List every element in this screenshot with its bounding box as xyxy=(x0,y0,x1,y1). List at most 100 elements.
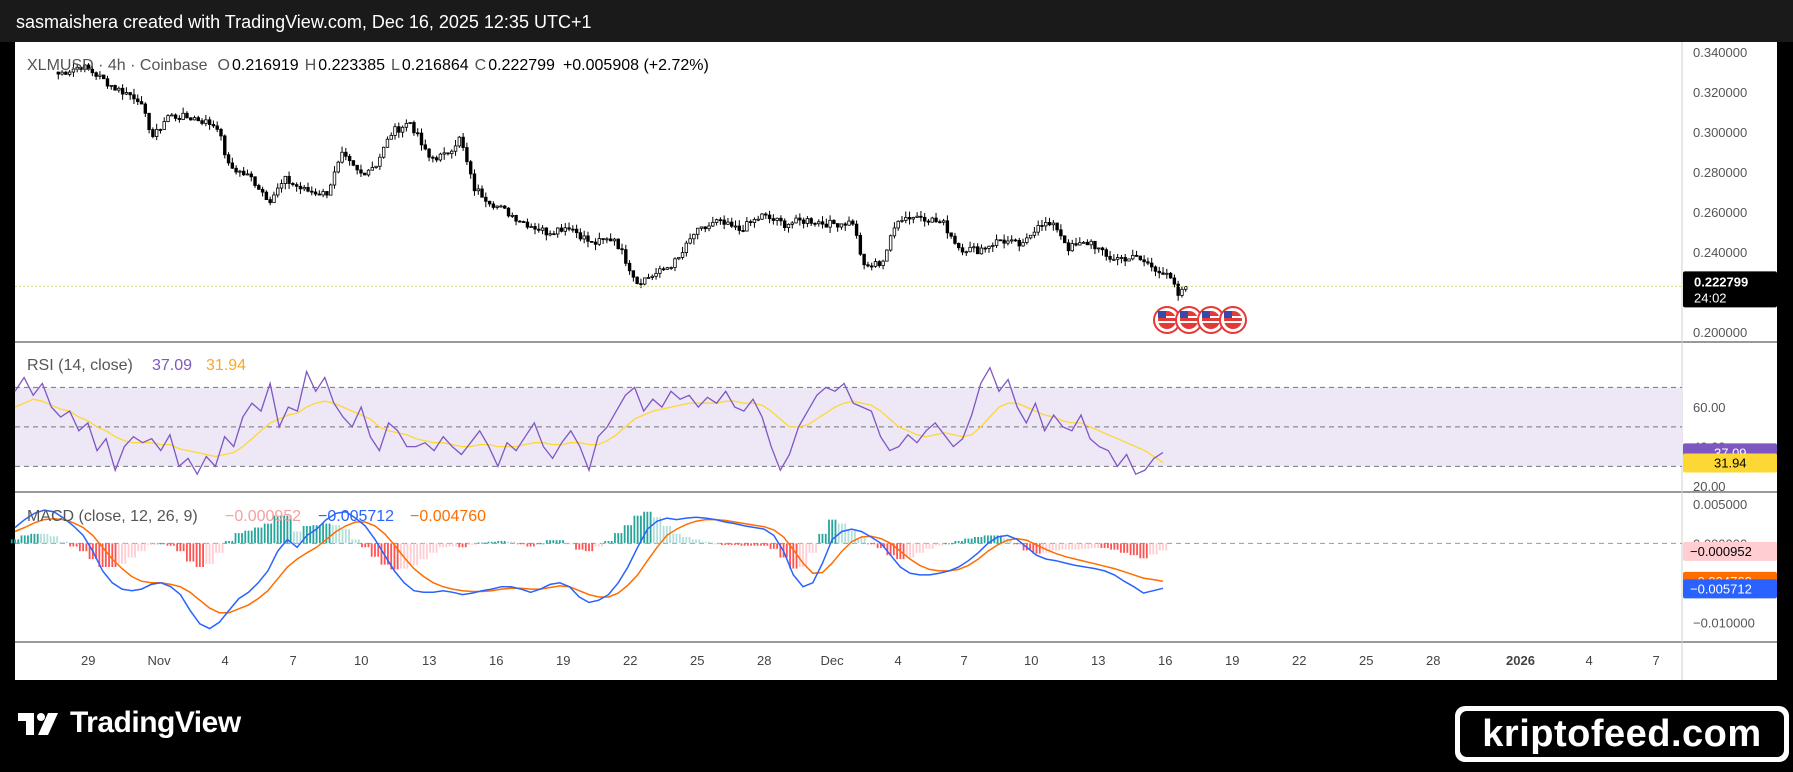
macd-histogram-bar xyxy=(510,541,513,544)
macd-histogram-bar xyxy=(160,543,162,545)
macd-histogram-bar xyxy=(970,538,973,544)
candle-body xyxy=(540,227,545,231)
candle-body xyxy=(590,240,594,243)
chart-frame[interactable] xyxy=(15,42,1777,680)
macd-histogram-bar xyxy=(53,536,55,544)
macd-histogram-bar xyxy=(205,543,208,564)
macd-histogram-bar xyxy=(831,519,834,544)
macd-histogram-bar xyxy=(841,523,843,544)
candle-body xyxy=(926,220,931,223)
candle-body xyxy=(328,184,333,196)
candle-body xyxy=(960,247,965,253)
macd-histogram-bar xyxy=(636,515,639,544)
candle-body xyxy=(393,126,397,136)
top-bar: sasmaishera created with TradingView.com… xyxy=(0,0,1793,42)
macd-histogram-bar xyxy=(179,543,182,552)
last-price-value: 0.222799 xyxy=(1694,274,1748,289)
macd-histogram-bar xyxy=(267,523,269,544)
candle-body xyxy=(370,167,375,171)
candle-body xyxy=(113,84,117,91)
macd-histogram-bar xyxy=(104,543,107,567)
candle-body xyxy=(930,217,934,223)
candle-body xyxy=(688,238,692,244)
candle-body xyxy=(934,217,938,223)
macd-histogram-bar xyxy=(117,543,120,564)
macd-histogram-bar xyxy=(14,539,16,544)
candle-body xyxy=(949,232,953,237)
candle-body xyxy=(888,235,893,251)
candle-body xyxy=(450,150,454,154)
macd-histogram-bar xyxy=(617,533,620,544)
macd-histogram-bar xyxy=(1126,543,1129,553)
macd-histogram-bar xyxy=(344,529,347,544)
macd-histogram-bar xyxy=(909,543,911,558)
candle-body xyxy=(487,200,492,205)
macd-histogram-bar xyxy=(400,543,402,569)
candle-body xyxy=(548,233,552,236)
macd-histogram-bar xyxy=(163,543,166,545)
macd-line xyxy=(14,509,1164,630)
candle-body xyxy=(139,101,144,105)
macd-histogram-bar xyxy=(980,537,983,544)
candle-body xyxy=(1097,247,1101,250)
macd-histogram-bar xyxy=(166,543,169,546)
macd-histogram-bar xyxy=(36,533,39,544)
macd-histogram-bar xyxy=(23,535,26,544)
macd-histogram-bar xyxy=(487,541,490,544)
macd-histogram-bar xyxy=(348,529,350,544)
macd-histogram-bar xyxy=(685,537,688,544)
macd-histogram-bar xyxy=(377,543,380,557)
macd-histogram-bar xyxy=(234,533,237,544)
macd-histogram-bar xyxy=(1145,543,1148,559)
macd-histogram-bar xyxy=(892,543,895,556)
macd-histogram-bar xyxy=(597,543,600,547)
candle-body xyxy=(310,190,314,193)
candle-body xyxy=(873,261,878,267)
candle-body xyxy=(170,114,174,117)
macd-histogram-bar xyxy=(532,543,535,547)
candle-body xyxy=(1123,257,1127,262)
macd-histogram-bar xyxy=(296,531,299,544)
macd-histogram-bar xyxy=(341,529,344,544)
candle-body xyxy=(514,214,518,222)
macd-histogram-bar xyxy=(1071,543,1074,550)
candle-body xyxy=(559,227,564,232)
candle-body xyxy=(412,122,416,134)
macd-histogram-bar xyxy=(351,539,354,544)
candle-body xyxy=(136,98,140,102)
macd-histogram-bar xyxy=(43,533,46,544)
candle-body xyxy=(416,132,420,135)
candle-body xyxy=(1066,242,1071,252)
macd-histogram-bar xyxy=(513,541,516,544)
candle-body xyxy=(294,184,299,187)
macd-histogram-bar xyxy=(474,543,477,545)
macd-histogram-bar xyxy=(879,543,882,549)
macd-histogram-bar xyxy=(143,543,146,552)
macd-histogram-bar xyxy=(458,543,461,548)
candle-body xyxy=(692,233,696,240)
macd-histogram-bar xyxy=(484,542,487,544)
macd-histogram-bar xyxy=(497,540,500,544)
candle-body xyxy=(877,261,881,266)
candle-body xyxy=(1108,255,1112,260)
candle-body xyxy=(858,235,863,255)
macd-legend-histogram: −0.000952 xyxy=(225,508,301,525)
candle-body xyxy=(336,161,340,173)
candle-body xyxy=(957,242,961,249)
candle-body xyxy=(586,235,590,242)
candle-body xyxy=(866,264,870,267)
macd-histogram-bar xyxy=(289,515,292,544)
candle-body xyxy=(722,219,726,225)
macd-histogram-bar xyxy=(40,533,42,544)
macd-histogram-bar xyxy=(1136,543,1138,556)
macd-histogram-bar xyxy=(20,535,23,544)
candle-body xyxy=(975,246,980,255)
macd-histogram-bar xyxy=(1048,543,1051,553)
macd-histogram-bar xyxy=(792,543,795,569)
candle-body xyxy=(162,121,166,130)
macd-histogram-bar xyxy=(691,539,694,544)
time-axis-tick: 25 xyxy=(1359,653,1373,668)
price-axis-tick: 0.280000 xyxy=(1693,165,1747,180)
candle-body xyxy=(703,226,707,230)
